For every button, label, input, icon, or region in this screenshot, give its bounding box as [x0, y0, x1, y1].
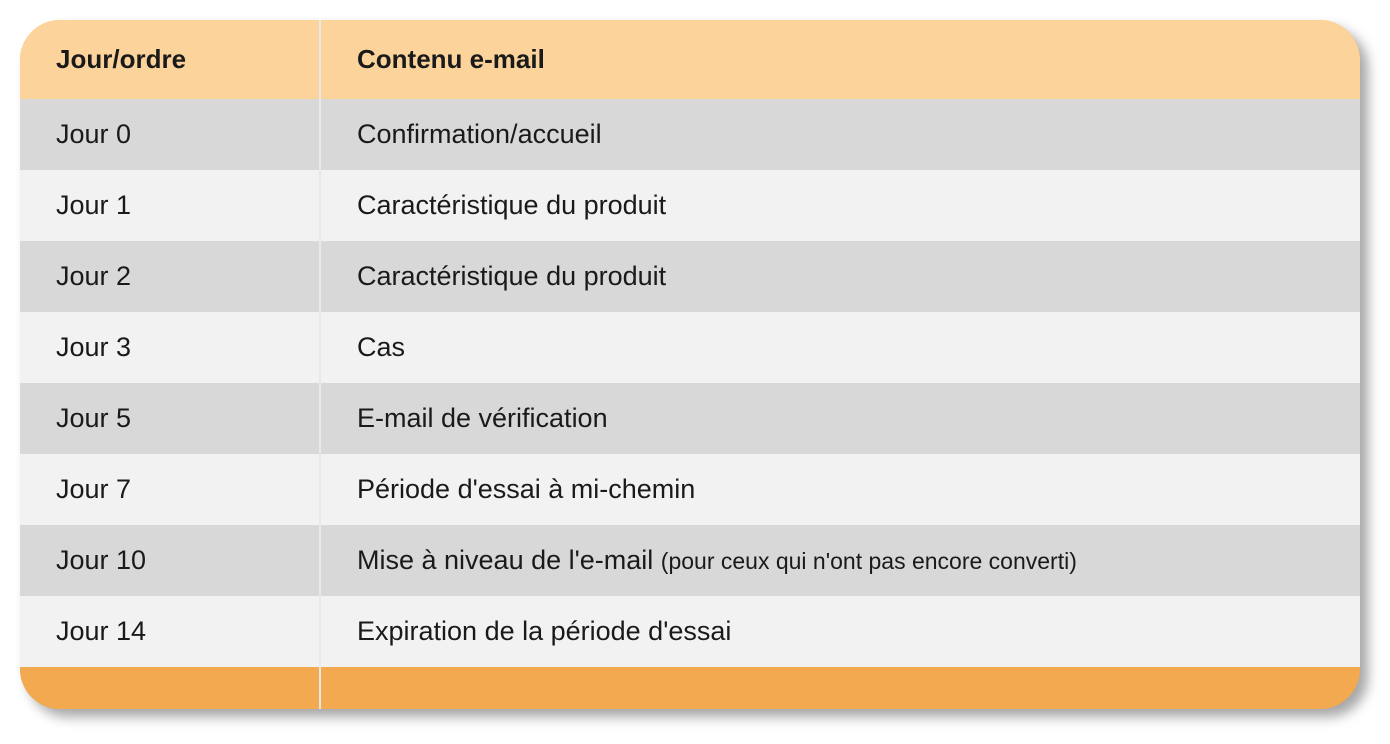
cell-day: Jour 10 [20, 525, 320, 596]
cell-day: Jour 3 [20, 312, 320, 383]
table: Jour/ordre Contenu e-mail Jour 0 Confirm… [20, 20, 1360, 709]
cell-content: Caractéristique du produit [320, 241, 1360, 312]
cell-day: Jour 2 [20, 241, 320, 312]
table-row: Jour 2 Caractéristique du produit [20, 241, 1360, 312]
table-header-row: Jour/ordre Contenu e-mail [20, 20, 1360, 99]
table-row: Jour 1 Caractéristique du produit [20, 170, 1360, 241]
cell-day: Jour 5 [20, 383, 320, 454]
table-row: Jour 10 Mise à niveau de l'e-mail (pour … [20, 525, 1360, 596]
cell-content: E-mail de vérification [320, 383, 1360, 454]
cell-day: Jour 14 [20, 596, 320, 667]
column-header-day: Jour/ordre [20, 20, 320, 99]
table-body: Jour 0 Confirmation/accueil Jour 1 Carac… [20, 99, 1360, 709]
cell-day: Jour 7 [20, 454, 320, 525]
table-row: Jour 7 Période d'essai à mi-chemin [20, 454, 1360, 525]
footer-cell [20, 667, 320, 709]
footer-cell [320, 667, 1360, 709]
table-row: Jour 3 Cas [20, 312, 1360, 383]
cell-day: Jour 0 [20, 99, 320, 170]
column-header-content: Contenu e-mail [320, 20, 1360, 99]
cell-content: Mise à niveau de l'e-mail (pour ceux qui… [320, 525, 1360, 596]
cell-content: Cas [320, 312, 1360, 383]
table-footer-row [20, 667, 1360, 709]
cell-content: Caractéristique du produit [320, 170, 1360, 241]
cell-day: Jour 1 [20, 170, 320, 241]
table-row: Jour 0 Confirmation/accueil [20, 99, 1360, 170]
email-schedule-table: Jour/ordre Contenu e-mail Jour 0 Confirm… [20, 20, 1360, 709]
cell-content: Confirmation/accueil [320, 99, 1360, 170]
cell-content: Expiration de la période d'essai [320, 596, 1360, 667]
cell-content: Période d'essai à mi-chemin [320, 454, 1360, 525]
table-row: Jour 14 Expiration de la période d'essai [20, 596, 1360, 667]
table-row: Jour 5 E-mail de vérification [20, 383, 1360, 454]
